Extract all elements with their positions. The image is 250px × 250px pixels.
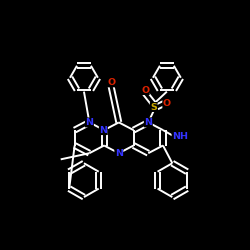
Text: O: O	[107, 78, 115, 87]
Text: N: N	[115, 149, 123, 158]
Text: O: O	[141, 86, 149, 94]
Text: N: N	[144, 118, 152, 127]
Text: S: S	[150, 102, 157, 112]
Text: O: O	[163, 99, 171, 108]
Text: NH: NH	[172, 132, 188, 141]
Text: N: N	[86, 118, 94, 127]
Text: N: N	[99, 126, 107, 134]
